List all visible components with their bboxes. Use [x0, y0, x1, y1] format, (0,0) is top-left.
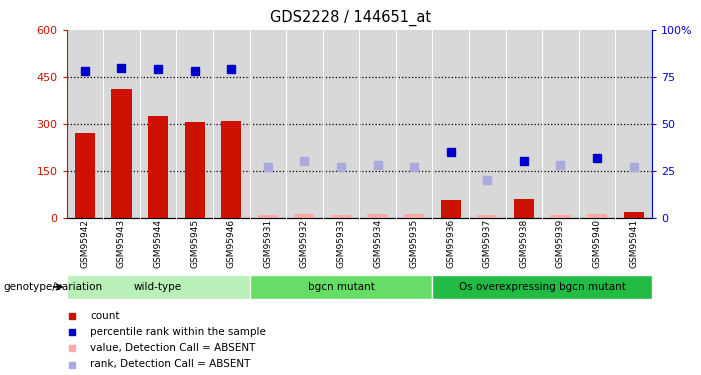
Text: count: count [90, 311, 119, 321]
Text: GSM95934: GSM95934 [373, 219, 382, 268]
Bar [477, 215, 498, 217]
Bar [294, 214, 315, 217]
Bar [111, 89, 132, 218]
Text: percentile rank within the sample: percentile rank within the sample [90, 327, 266, 337]
Text: GSM95939: GSM95939 [556, 219, 565, 268]
Text: GSM95943: GSM95943 [117, 219, 126, 268]
Text: GSM95942: GSM95942 [81, 219, 90, 268]
FancyBboxPatch shape [433, 275, 652, 298]
Text: GSM95936: GSM95936 [447, 219, 455, 268]
Text: GSM95945: GSM95945 [190, 219, 199, 268]
Text: GSM95933: GSM95933 [336, 219, 346, 268]
Text: value, Detection Call = ABSENT: value, Detection Call = ABSENT [90, 343, 255, 353]
Text: GSM95941: GSM95941 [629, 219, 638, 268]
Bar [587, 214, 607, 217]
Text: GSM95940: GSM95940 [592, 219, 601, 268]
Text: genotype/variation: genotype/variation [4, 282, 102, 292]
Bar [404, 214, 424, 217]
Text: GSM95937: GSM95937 [483, 219, 492, 268]
Bar [550, 215, 571, 217]
Bar [367, 214, 388, 217]
Text: GSM95935: GSM95935 [409, 219, 418, 268]
Text: rank, Detection Call = ABSENT: rank, Detection Call = ABSENT [90, 360, 250, 369]
FancyBboxPatch shape [250, 275, 433, 298]
Text: bgcn mutant: bgcn mutant [308, 282, 374, 292]
Bar [258, 215, 278, 217]
Text: wild-type: wild-type [134, 282, 182, 292]
Bar [331, 215, 351, 217]
Bar [514, 199, 534, 217]
FancyBboxPatch shape [67, 275, 250, 298]
Text: GSM95944: GSM95944 [154, 219, 163, 268]
Bar [148, 116, 168, 218]
Bar [624, 212, 644, 217]
Text: GDS2228 / 144651_at: GDS2228 / 144651_at [270, 9, 431, 26]
Text: GSM95946: GSM95946 [226, 219, 236, 268]
Text: Os overexpressing bgcn mutant: Os overexpressing bgcn mutant [458, 282, 625, 292]
Bar [75, 133, 95, 218]
Bar [441, 200, 461, 217]
Bar [221, 121, 241, 218]
Text: GSM95931: GSM95931 [264, 219, 272, 268]
Bar [184, 122, 205, 218]
Text: GSM95938: GSM95938 [519, 219, 529, 268]
Text: GSM95932: GSM95932 [300, 219, 309, 268]
